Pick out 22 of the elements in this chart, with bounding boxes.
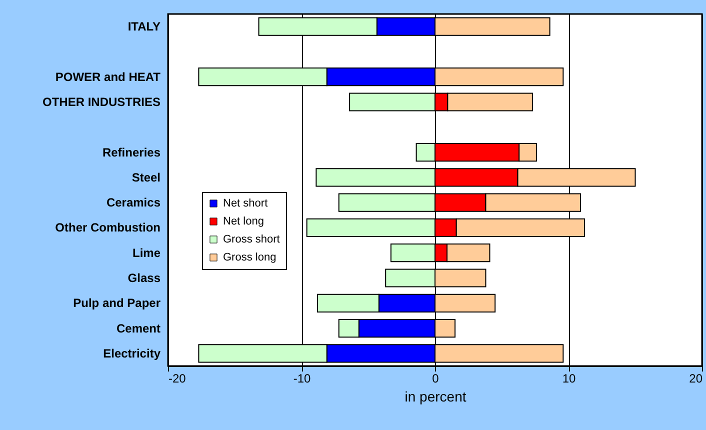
y-tick-label: POWER and HEAT <box>55 70 162 84</box>
y-tick-label: Electricity <box>103 346 161 360</box>
y-tick-label: Steel <box>132 170 160 184</box>
y-tick-label: Lime <box>132 246 161 260</box>
legend-label: Net long <box>223 216 264 228</box>
x-axis-title: in percent <box>404 388 466 404</box>
y-tick-label: Ceramics <box>106 196 161 210</box>
legend-label: Gross long <box>223 252 276 264</box>
x-tick-label: -10 <box>293 372 311 386</box>
x-tick-label: 10 <box>562 372 576 386</box>
x-tick-label: -20 <box>168 372 186 386</box>
x-tick-label: 20 <box>689 372 703 386</box>
y-tick-label: Cement <box>116 321 160 336</box>
y-tick-label: Refineries <box>102 145 161 160</box>
y-tick-label: ITALY <box>128 20 160 34</box>
y-tick-label: Other Combustion <box>55 220 160 235</box>
y-tick-label: Glass <box>128 271 161 285</box>
y-tick-label: Pulp and Paper <box>73 296 161 310</box>
legend-label: Gross short <box>223 234 280 246</box>
y-tick-label: OTHER INDUSTRIES <box>42 95 160 109</box>
x-tick-label: 0 <box>432 372 440 386</box>
legend-label: Net short <box>223 198 268 210</box>
